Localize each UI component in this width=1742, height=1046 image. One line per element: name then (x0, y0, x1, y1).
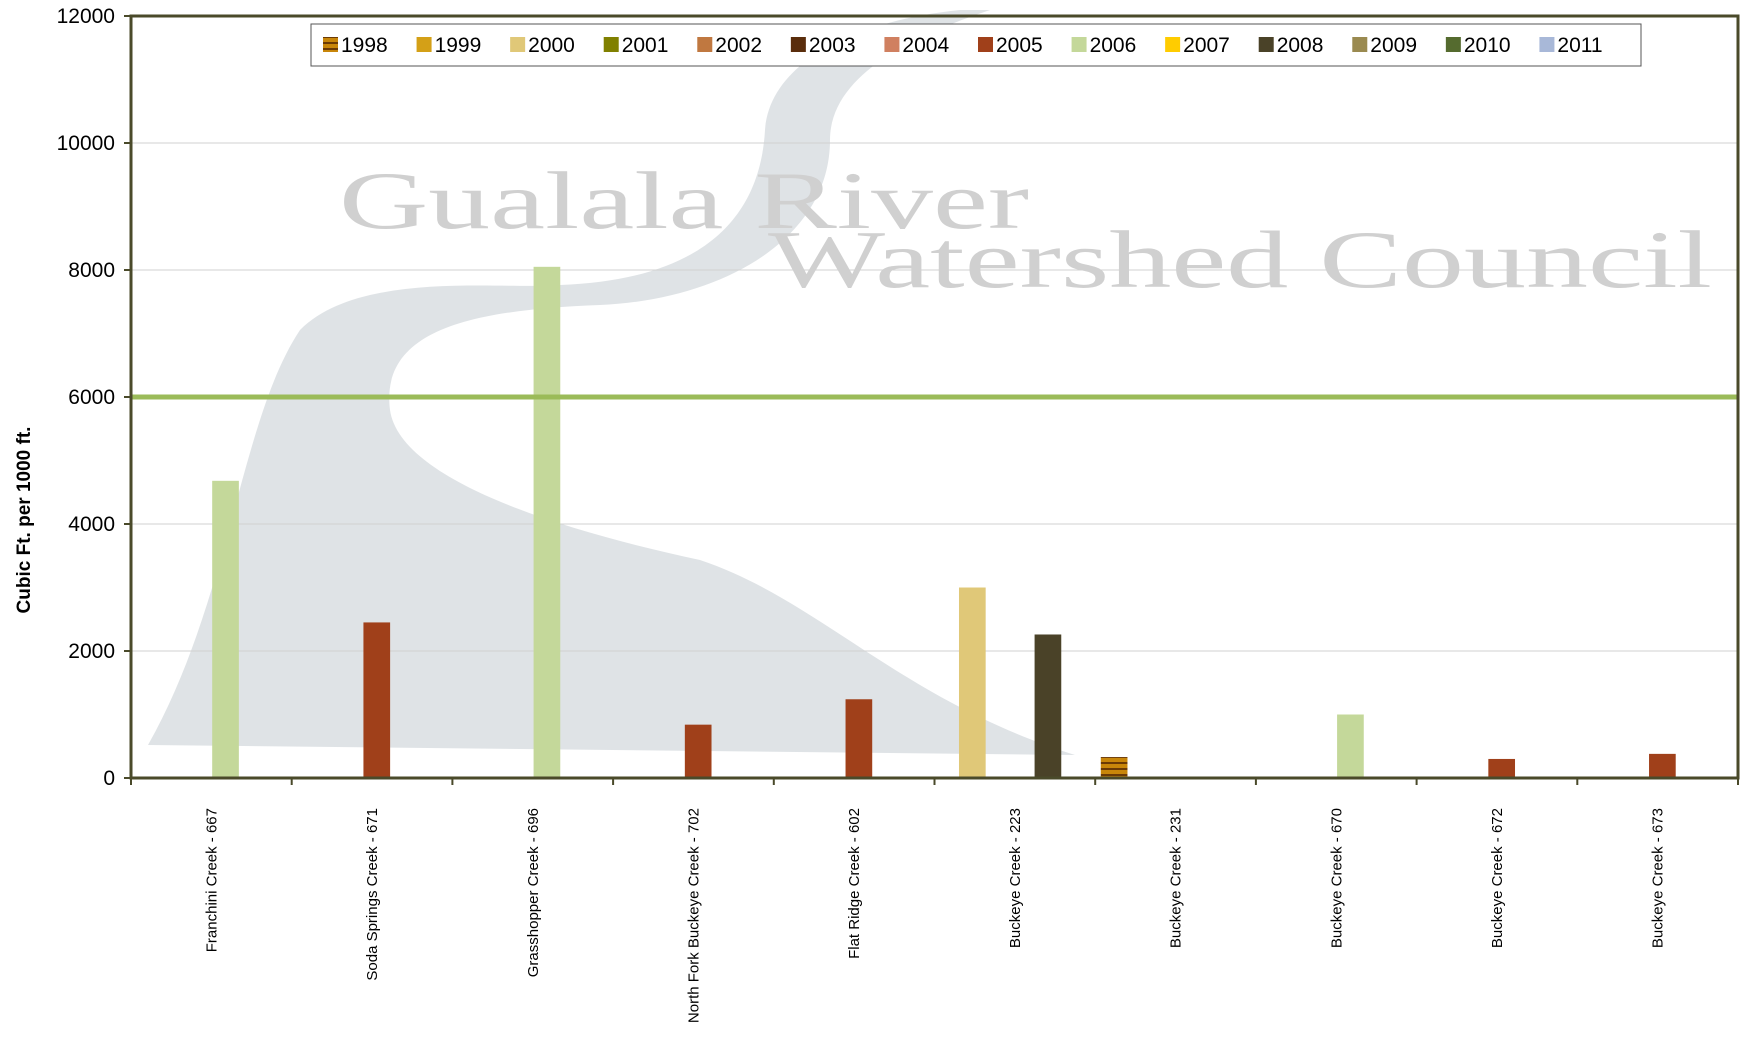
x-tick-label: Franchini Creek - 667 (203, 808, 220, 952)
y-axis-title: Cubic Ft. per 1000 ft. (14, 427, 35, 614)
y-tick-label: 6000 (68, 386, 115, 409)
legend-swatch (978, 37, 993, 52)
bar (534, 267, 561, 778)
legend-swatch (697, 37, 712, 52)
legend-label: 2004 (902, 34, 949, 57)
legend-label: 2000 (528, 34, 575, 57)
y-tick-label: 12000 (57, 5, 115, 28)
watermark-text: Watershed Council (768, 214, 1712, 305)
legend-label: 1998 (341, 34, 388, 57)
legend-label: 2011 (1557, 34, 1602, 57)
x-tick-label: North Fork Buckeye Creek - 702 (685, 808, 702, 1023)
legend-swatch (510, 37, 525, 52)
x-tick-label: Buckeye Creek - 223 (1007, 808, 1024, 948)
x-tick-label: Buckeye Creek - 673 (1650, 808, 1667, 948)
bar (1488, 759, 1515, 778)
legend-swatch (417, 37, 432, 52)
x-tick-label: Grasshopper Creek - 696 (525, 808, 542, 977)
legend-label: 2006 (1090, 34, 1137, 57)
legend-label: 2010 (1464, 34, 1511, 57)
page: Gualala River Watershed Council Cubic Ft… (0, 0, 1742, 1046)
legend-swatch (604, 37, 619, 52)
legend-swatch (884, 37, 899, 52)
chart: Gualala River Watershed Council Cubic Ft… (0, 0, 1742, 1046)
legend-swatch (1352, 37, 1367, 52)
legend-swatch (1165, 37, 1180, 52)
bar (363, 622, 390, 778)
legend-label: 2003 (809, 34, 856, 57)
y-tick-label: 4000 (68, 513, 115, 536)
y-tick-label: 0 (103, 767, 115, 790)
bar (212, 481, 239, 778)
legend-swatch (1446, 37, 1461, 52)
legend-label: 2007 (1183, 34, 1230, 57)
legend-label: 2002 (715, 34, 762, 57)
bar (1649, 754, 1676, 778)
bar (959, 588, 986, 779)
x-tick-label: Buckeye Creek - 231 (1168, 808, 1185, 948)
bar (1101, 757, 1128, 778)
legend-label: 2009 (1370, 34, 1417, 57)
legend-label: 2008 (1277, 34, 1324, 57)
bar (1035, 634, 1062, 778)
legend-swatch (1072, 37, 1087, 52)
bar (846, 699, 873, 778)
legend-swatch (323, 37, 338, 52)
x-tick-label: Buckeye Creek - 672 (1489, 808, 1506, 948)
y-tick-label: 2000 (68, 640, 115, 663)
y-tick-label: 10000 (57, 132, 115, 155)
legend-label: 2005 (996, 34, 1043, 57)
bar (1337, 715, 1364, 779)
legend-label: 1999 (435, 34, 482, 57)
watermark-river (148, 10, 1075, 755)
y-tick-label: 8000 (68, 259, 115, 282)
legend-swatch (1539, 37, 1554, 52)
x-tick-label: Flat Ridge Creek - 602 (846, 808, 863, 959)
x-tick-label: Buckeye Creek - 670 (1328, 808, 1345, 948)
bar (685, 725, 712, 778)
x-tick-label: Soda Springs Creek - 671 (364, 808, 381, 981)
legend-swatch (1259, 37, 1274, 52)
legend-swatch (791, 37, 806, 52)
legend-label: 2001 (622, 34, 669, 57)
